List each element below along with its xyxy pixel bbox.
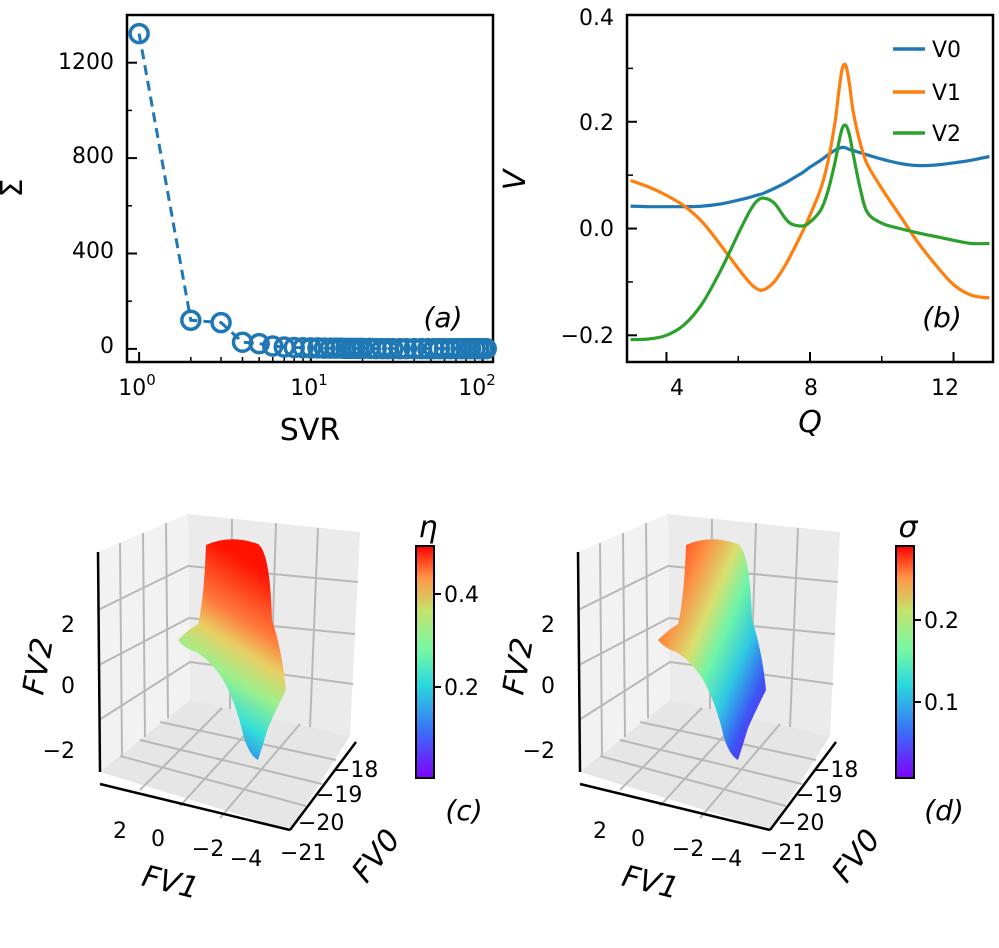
panel-a: 0 400 800 1200 100 101 102 SVR Σ (a) bbox=[0, 13, 497, 448]
panel-a-point bbox=[210, 311, 232, 334]
panel-d-fv1-tick-0: 0 bbox=[631, 827, 645, 852]
legend-v2-label: V2 bbox=[932, 122, 961, 147]
panel-b-xtick-4: 4 bbox=[670, 376, 684, 401]
panel-c-fv2-tick-neg2: −2 bbox=[43, 739, 75, 764]
panel-c-ylabel: FV1 bbox=[138, 859, 202, 907]
panel-c-fv1-tick-0: 0 bbox=[151, 827, 165, 852]
panel-a-ytick-1200: 1200 bbox=[58, 50, 114, 75]
panel-d-z-axis bbox=[576, 551, 582, 773]
panel-b-series-v0 bbox=[630, 145, 990, 209]
legend-v1-label: V1 bbox=[932, 81, 961, 106]
panel-a-point bbox=[180, 309, 202, 332]
panel-c-scatter-cloud bbox=[178, 539, 286, 760]
panel-c-floor-pane bbox=[100, 700, 350, 830]
panel-c-colorbar-ticklabel-04: 0.4 bbox=[444, 583, 479, 608]
panel-b: −0.2 0.0 0.2 0.4 4 8 12 Q V (b) V0 V1 V2 bbox=[498, 6, 995, 440]
panel-c-fv2-tick-0: 0 bbox=[61, 674, 75, 699]
panel-a-xtick-1e1: 101 bbox=[290, 371, 328, 401]
panel-a-ytick-400: 400 bbox=[72, 239, 114, 264]
legend-v0-label: V0 bbox=[932, 38, 961, 63]
panel-d-scatter-cloud bbox=[658, 539, 766, 760]
panel-a-point bbox=[128, 22, 150, 45]
panel-a-point bbox=[395, 337, 418, 360]
panel-a-xtick-1e2: 102 bbox=[458, 371, 496, 401]
panel-b-series-v1 bbox=[630, 62, 990, 300]
panel-c-x-axis bbox=[289, 741, 357, 831]
panel-b-xtick-12: 12 bbox=[931, 376, 959, 401]
panel-b-ytick-00: 0.0 bbox=[579, 217, 614, 242]
panel-d-fv0-tick-neg19: −19 bbox=[796, 783, 842, 808]
panel-a-point bbox=[262, 335, 284, 357]
panel-b-series-v2 bbox=[630, 123, 990, 342]
panel-d-zlabel: FV2 bbox=[496, 635, 540, 697]
panel-d-label: (d) bbox=[924, 794, 964, 827]
panel-b-ticks bbox=[627, 14, 955, 362]
panel-c-fv0-tick-neg19: −19 bbox=[316, 783, 362, 808]
panel-c-zlabel: FV2 bbox=[16, 635, 60, 697]
panel-d-floor-pane bbox=[580, 700, 830, 830]
panel-c-colorbar-label: η bbox=[418, 510, 437, 545]
panel-d-fv2-tick-0: 0 bbox=[541, 674, 555, 699]
panel-b-ytick-neg02: −0.2 bbox=[561, 324, 614, 349]
panel-a-ylabel: Σ bbox=[0, 179, 30, 198]
panel-b-ytick-02: 0.2 bbox=[579, 111, 614, 136]
panel-a-ytick-800: 800 bbox=[72, 144, 114, 169]
panel-d: σ 0.2 0.1 2 0 −2 2 0 −2 −4 −18 −19 −20 −… bbox=[496, 510, 963, 907]
panel-b-marks bbox=[630, 62, 990, 342]
panel-c-colorbar bbox=[415, 545, 435, 779]
panel-b-xlabel: Q bbox=[798, 405, 822, 440]
panel-d-fv1-tick-2: 2 bbox=[593, 819, 607, 844]
panel-b-legend: V0 V1 V2 bbox=[893, 38, 961, 147]
panel-d-fv2-tick-neg2: −2 bbox=[523, 739, 555, 764]
panel-a-xlabel: SVR bbox=[280, 413, 340, 448]
panel-b-label: (b) bbox=[922, 301, 962, 334]
panel-b-ylabel: V bbox=[498, 167, 533, 190]
panel-d-fv2-tick-2: 2 bbox=[541, 613, 555, 638]
panel-d-fv0-tick-neg21: −21 bbox=[760, 841, 806, 866]
panel-a-label: (a) bbox=[423, 301, 462, 334]
panel-c-fv1-tick-neg4: −4 bbox=[230, 847, 262, 872]
panel-a-point bbox=[382, 337, 404, 360]
panel-c-fv0-tick-neg20: −20 bbox=[298, 811, 344, 836]
panel-c-y-axis bbox=[99, 782, 291, 832]
panel-d-colorbar-label: σ bbox=[898, 510, 918, 545]
panel-a-point bbox=[292, 336, 314, 359]
panel-d-y-axis bbox=[579, 782, 771, 832]
panel-b-ytick-04: 0.4 bbox=[579, 6, 614, 31]
panel-d-colorbar-ticklabel-02: 0.2 bbox=[924, 609, 959, 634]
panel-d-colorbar-ticklabel-01: 0.1 bbox=[924, 691, 959, 716]
panel-d-fv0-tick-neg18: −18 bbox=[812, 758, 858, 783]
panel-c-fv0-tick-neg18: −18 bbox=[332, 758, 378, 783]
panel-a-point bbox=[248, 332, 270, 355]
panel-d-fv0-tick-neg20: −20 bbox=[778, 811, 824, 836]
panel-c-z-axis bbox=[96, 551, 102, 773]
panel-a-xtick-1e0: 100 bbox=[118, 371, 156, 401]
panel-c: η 0.4 0.2 2 0 −2 2 0 −2 −4 −18 −19 −20 −… bbox=[16, 510, 482, 907]
panel-c-colorbar-ticklabel-02: 0.2 bbox=[444, 676, 479, 701]
panel-a-point bbox=[475, 337, 497, 360]
panel-d-ylabel: FV1 bbox=[618, 859, 682, 907]
panel-c-xlabel: FV0 bbox=[345, 823, 408, 889]
panel-c-fv1-tick-2: 2 bbox=[113, 819, 127, 844]
panel-d-colorbar bbox=[895, 545, 915, 779]
panel-a-marks bbox=[128, 22, 497, 360]
panel-d-x-axis bbox=[769, 741, 837, 831]
panel-c-fv0-tick-neg21: −21 bbox=[280, 841, 326, 866]
panel-c-label: (c) bbox=[445, 794, 482, 827]
panel-d-xlabel: FV0 bbox=[825, 823, 888, 889]
panel-b-xtick-8: 8 bbox=[804, 376, 818, 401]
panel-a-point bbox=[389, 337, 411, 360]
panel-d-fv1-tick-neg2: −2 bbox=[672, 837, 704, 862]
panel-a-ytick-0: 0 bbox=[100, 334, 114, 359]
panel-d-fv1-tick-neg4: −4 bbox=[710, 847, 742, 872]
panel-c-fv1-tick-neg2: −2 bbox=[192, 837, 224, 862]
panel-c-fv2-tick-2: 2 bbox=[61, 613, 75, 638]
